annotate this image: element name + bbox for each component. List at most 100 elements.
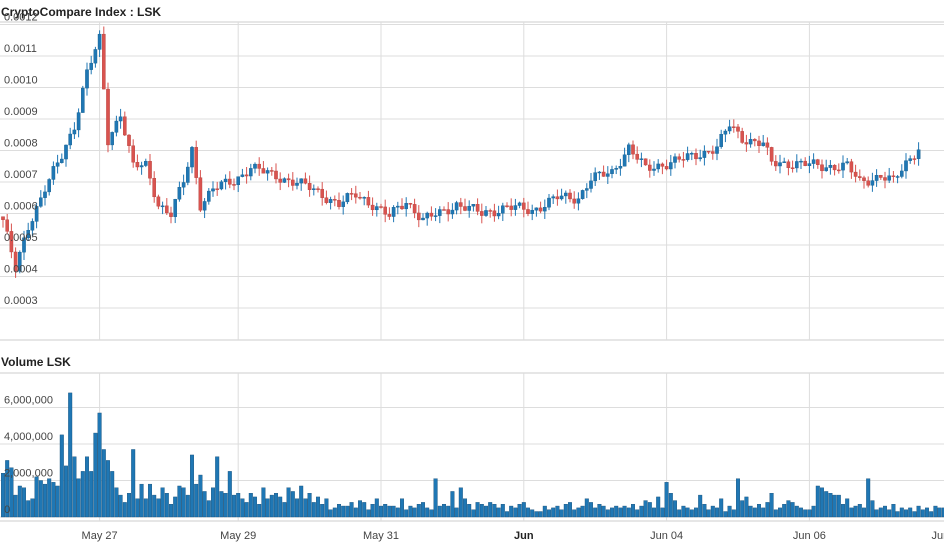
volume-bar <box>517 504 522 518</box>
candle-body <box>72 129 77 135</box>
volume-bar <box>765 502 770 518</box>
volume-bar <box>43 483 48 518</box>
candle-body <box>169 212 173 217</box>
volume-bar <box>694 507 699 518</box>
volume-bar <box>450 491 455 518</box>
volume-bar <box>412 507 417 518</box>
volume-tick-label: 0 <box>4 504 10 516</box>
candle-body <box>160 205 165 208</box>
price-candles <box>1 26 921 278</box>
candle-body <box>328 199 333 203</box>
volume-bar <box>118 494 123 518</box>
candle-body <box>799 160 803 163</box>
volume-bar <box>47 478 52 518</box>
candle-body <box>101 33 106 90</box>
candle-body <box>459 202 463 207</box>
candle-body <box>740 131 744 143</box>
volume-bar <box>89 471 94 518</box>
volume-bar <box>509 505 514 518</box>
volume-bar <box>916 505 921 518</box>
volume-bar <box>269 494 274 518</box>
volume-bar <box>635 509 640 518</box>
volume-bar <box>143 498 148 518</box>
candle-body <box>719 134 723 147</box>
candle-body <box>438 209 442 216</box>
volume-bar <box>828 493 833 518</box>
volume-bar <box>362 502 367 518</box>
volume-bar <box>101 449 106 518</box>
candle-body <box>433 215 438 217</box>
price-chart-title: CryptoCompare Index : LSK <box>1 5 161 19</box>
candle-body <box>358 196 362 199</box>
candle-body <box>60 158 64 163</box>
candle-body <box>761 142 765 146</box>
candle-body <box>534 207 539 211</box>
candle-body <box>757 140 761 146</box>
candle-body <box>849 161 854 173</box>
candle-body <box>299 178 304 184</box>
volume-bar <box>715 507 720 518</box>
date-axis-label: Jun 04 <box>650 530 683 542</box>
volume-bar <box>933 505 938 518</box>
candle-body <box>891 175 896 177</box>
candle-body <box>744 142 749 145</box>
volume-bar <box>156 498 161 518</box>
volume-bar <box>391 505 396 518</box>
candle-body <box>236 176 241 186</box>
volume-bar <box>547 509 552 518</box>
volume-tick-label: 4,000,000 <box>4 431 53 443</box>
candle-body <box>370 204 375 211</box>
price-tick-label: 0.0009 <box>4 106 38 118</box>
candle-body <box>723 130 728 135</box>
volume-bar <box>467 504 472 518</box>
volume-bar <box>496 507 501 518</box>
candle-body <box>446 209 451 215</box>
candle-body <box>786 161 791 168</box>
candle-body <box>811 159 816 164</box>
candle-body <box>164 205 169 214</box>
volume-bar <box>160 487 165 518</box>
candle-body <box>824 167 828 172</box>
candle-body <box>908 158 912 161</box>
candle-body <box>895 176 900 178</box>
candle-body <box>904 160 908 172</box>
volume-bar <box>723 511 728 518</box>
volume-bar <box>38 480 43 518</box>
candle-body <box>282 178 287 183</box>
volume-bar <box>349 502 354 518</box>
candle-body <box>18 251 22 272</box>
volume-bar <box>807 509 812 518</box>
candle-body <box>34 206 39 222</box>
volume-bar <box>899 507 904 518</box>
candle-body <box>866 180 870 186</box>
volume-bar <box>22 487 27 518</box>
volume-bar <box>324 498 329 518</box>
volume-bar <box>656 496 661 518</box>
candle-body <box>916 149 921 159</box>
volume-bar <box>790 502 795 518</box>
volume-bar <box>429 509 434 518</box>
volume-bar <box>874 509 879 518</box>
candle-body <box>39 197 43 207</box>
volume-bar <box>820 487 825 518</box>
candle-body <box>832 164 837 171</box>
volume-bar <box>425 507 430 518</box>
candle-body <box>778 162 782 167</box>
volume-bar <box>576 507 581 518</box>
volume-bar <box>660 507 665 518</box>
volume-bar <box>530 509 535 518</box>
candle-body <box>568 192 572 200</box>
candle-body <box>80 87 85 113</box>
candle-body <box>526 209 530 214</box>
volume-bar <box>227 471 232 518</box>
volume-bar <box>673 500 678 518</box>
candle-body <box>425 212 430 219</box>
candle-body <box>652 168 656 171</box>
candle-body <box>631 144 635 155</box>
candle-body <box>396 205 400 208</box>
candle-body <box>404 203 409 210</box>
candle-body <box>484 210 488 216</box>
volume-bar <box>761 507 766 518</box>
volume-bar <box>626 507 631 518</box>
